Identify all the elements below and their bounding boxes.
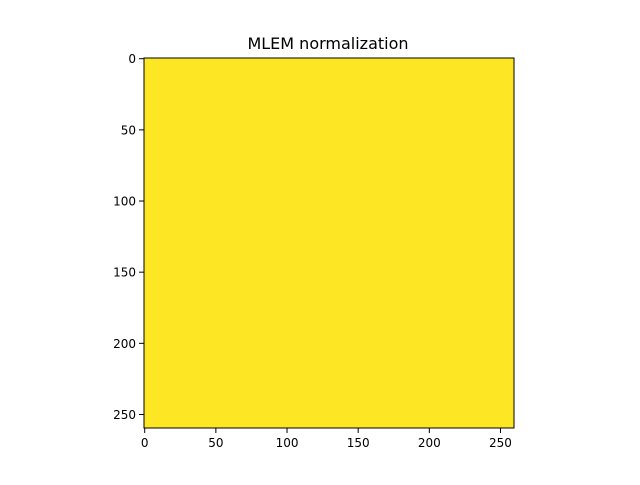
y-tick-label: 250: [113, 408, 136, 422]
y-tick-label: 150: [113, 266, 136, 280]
x-tick-label: 100: [276, 436, 299, 450]
x-tick-label: 150: [347, 436, 370, 450]
y-tick-label: 100: [113, 195, 136, 209]
axes-frame: [143, 57, 515, 429]
x-tick-label: 250: [489, 436, 512, 450]
chart-title: MLEM normalization: [247, 34, 408, 53]
x-tick-label: 200: [418, 436, 441, 450]
x-tick-label: 0: [141, 436, 149, 450]
y-tick-label: 50: [121, 123, 136, 137]
y-tick-label: 0: [128, 52, 136, 66]
heatmap-image: [144, 58, 514, 428]
x-tick-label: 50: [208, 436, 223, 450]
y-tick-label: 200: [113, 337, 136, 351]
plot-area: 0 50 100 150 200 250 0 50 100 150 200 250: [113, 52, 515, 450]
